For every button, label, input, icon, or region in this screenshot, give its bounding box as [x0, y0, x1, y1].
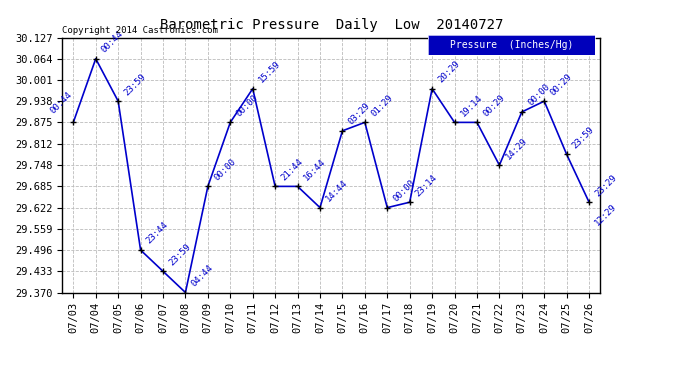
- Text: 00:29: 00:29: [549, 72, 574, 97]
- Text: 23:59: 23:59: [167, 242, 193, 267]
- Text: 20:29: 20:29: [436, 59, 462, 84]
- Title: Barometric Pressure  Daily  Low  20140727: Barometric Pressure Daily Low 20140727: [159, 18, 503, 32]
- Text: 23:59: 23:59: [122, 72, 148, 97]
- Text: 00:00: 00:00: [235, 93, 260, 118]
- Text: 00:00: 00:00: [526, 82, 551, 108]
- Text: 03:29: 03:29: [346, 101, 372, 127]
- Text: 00:44: 00:44: [100, 29, 126, 54]
- Text: 04:44: 04:44: [190, 263, 215, 288]
- Text: 00:00: 00:00: [212, 157, 237, 182]
- Text: 23:14: 23:14: [414, 173, 440, 198]
- Text: 21:44: 21:44: [279, 157, 305, 182]
- Text: 19:14: 19:14: [459, 93, 484, 118]
- Text: 23:29: 23:29: [593, 173, 619, 198]
- Text: Copyright 2014 Castronics.com: Copyright 2014 Castronics.com: [62, 26, 218, 35]
- Text: 12:29: 12:29: [593, 202, 619, 227]
- Text: 14:29: 14:29: [504, 136, 529, 161]
- Text: 15:59: 15:59: [257, 59, 282, 84]
- Text: 00:00: 00:00: [391, 178, 417, 204]
- Text: 14:44: 14:44: [324, 178, 350, 204]
- Text: 00:29: 00:29: [481, 93, 506, 118]
- Text: 00:44: 00:44: [48, 90, 74, 116]
- Text: 01:29: 01:29: [369, 93, 395, 118]
- Text: 23:44: 23:44: [145, 220, 170, 246]
- Text: 16:44: 16:44: [302, 157, 327, 182]
- Text: 23:59: 23:59: [571, 125, 596, 150]
